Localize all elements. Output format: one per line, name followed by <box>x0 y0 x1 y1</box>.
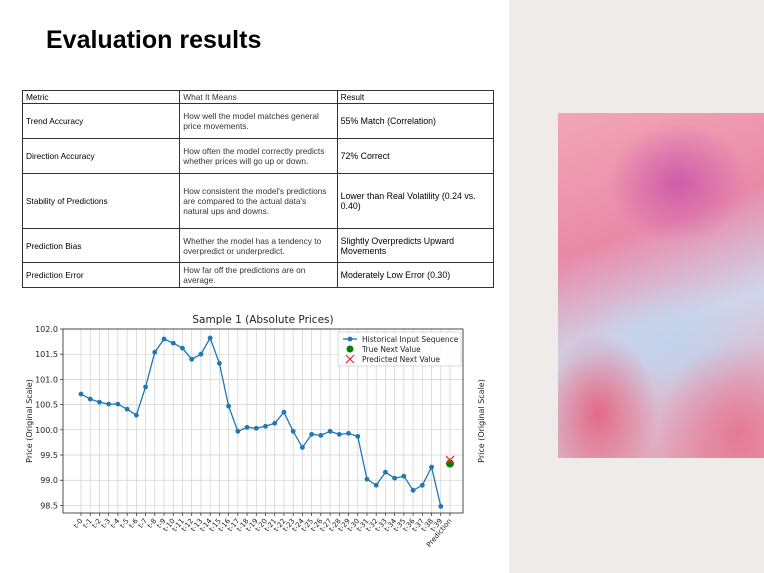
y-tick-label: 101.5 <box>35 350 58 359</box>
table-cell: Trend Accuracy <box>21 103 181 139</box>
data-point <box>207 335 213 341</box>
data-point <box>244 424 250 430</box>
table-cell: 55% Match (Correlation) <box>336 103 495 139</box>
data-point <box>253 425 259 431</box>
table-cell: How far off the predictions are on avera… <box>179 262 338 288</box>
header-row: Metric What It Means Result <box>21 90 495 104</box>
data-point <box>78 391 84 397</box>
table-row: Direction Accuracy How often the model co… <box>21 138 495 174</box>
data-point <box>290 428 296 434</box>
y-tick-label: 102.0 <box>35 325 58 334</box>
y-axis-label: Price (Original Scale) <box>25 379 34 463</box>
data-point <box>235 428 241 434</box>
table-cell: Prediction Bias <box>21 228 181 263</box>
legend-label: Historical Input Sequence <box>362 335 459 344</box>
table-cell: 72% Correct <box>336 138 495 174</box>
table-cell: Result <box>336 90 495 104</box>
table-row: Stability of Predictions How consistent t… <box>21 173 495 229</box>
table-row: Prediction Error How far off the predicti… <box>21 262 495 288</box>
table-cell: What It Means <box>179 90 338 104</box>
legend-key <box>347 336 353 342</box>
data-point <box>97 399 102 405</box>
y-tick-label: 99.5 <box>40 451 58 460</box>
decorative-photo <box>558 113 764 458</box>
predicted-marker <box>445 455 455 465</box>
data-point <box>180 345 185 351</box>
y-tick-label: 100.5 <box>35 401 58 410</box>
data-point <box>410 487 416 493</box>
table-cell: How well the model matches general price… <box>179 103 338 139</box>
data-point <box>143 384 148 390</box>
table-row: Trend Accuracy How well the model matches… <box>21 103 495 139</box>
data-point <box>152 349 158 355</box>
data-point <box>124 406 130 412</box>
data-point <box>392 475 398 481</box>
data-point <box>373 482 379 488</box>
data-point <box>281 409 287 415</box>
data-point <box>87 396 93 402</box>
data-point <box>336 431 342 437</box>
data-point <box>216 360 222 366</box>
table-cell: Moderately Low Error (0.30) <box>336 262 495 288</box>
data-point <box>346 430 351 436</box>
chart-title: Sample 1 (Absolute Prices) <box>192 314 333 326</box>
results-table: Metric What It Means Result Trend Accuracy H… <box>21 90 495 288</box>
y-tick-label: 100.0 <box>35 426 58 435</box>
table-cell: How often the model correctly predicts w… <box>179 138 338 174</box>
table-cell: Slightly Overpredicts Upward Movements <box>336 228 495 263</box>
data-point <box>355 433 361 439</box>
data-point <box>189 356 195 362</box>
legend-key <box>345 354 355 364</box>
data-point <box>226 403 232 409</box>
plot-frame <box>62 328 464 514</box>
data-point <box>429 464 434 470</box>
data-point <box>438 504 444 509</box>
y-tick-label: 101.0 <box>35 375 58 384</box>
y2-axis-label: Price (Original Scale) <box>477 379 486 463</box>
slide-title: Evaluation results <box>46 26 262 54</box>
data-point <box>170 340 176 346</box>
data-point <box>161 336 167 342</box>
table-cell: How consistent the model's predictions a… <box>179 173 338 229</box>
data-point <box>106 401 112 407</box>
table-cell: Whether the model has a tendency to over… <box>179 228 338 263</box>
data-point <box>263 423 268 429</box>
legend-label: True Next Value <box>361 345 421 354</box>
data-point <box>327 428 333 434</box>
chart: Sample 1 (Absolute Prices) Price (Origin… <box>25 314 486 549</box>
table-row: Prediction Bias Whether the model has a t… <box>21 228 495 263</box>
data-point <box>318 432 324 438</box>
data-point <box>383 469 388 475</box>
data-point <box>300 445 305 450</box>
table-cell: Lower than Real Volatility (0.24 vs. 0.4… <box>336 173 495 229</box>
legend-box <box>337 331 462 367</box>
data-point <box>364 476 370 482</box>
table-cell: Metric <box>21 90 181 104</box>
data-point <box>401 473 407 479</box>
data-point <box>309 431 315 437</box>
y-tick-label: 99.0 <box>40 476 58 485</box>
legend-label: Predicted Next Value <box>362 355 440 364</box>
y-tick-label: 98.5 <box>40 501 58 510</box>
table-cell: Stability of Predictions <box>21 173 181 229</box>
table-cell: Prediction Error <box>21 262 181 288</box>
data-point <box>272 420 278 426</box>
data-point <box>133 412 139 418</box>
series-line <box>80 336 442 507</box>
data-point <box>115 401 121 407</box>
data-point <box>198 351 204 357</box>
legend-key <box>346 345 354 353</box>
data-point <box>419 482 425 488</box>
table-cell: Direction Accuracy <box>21 138 181 174</box>
